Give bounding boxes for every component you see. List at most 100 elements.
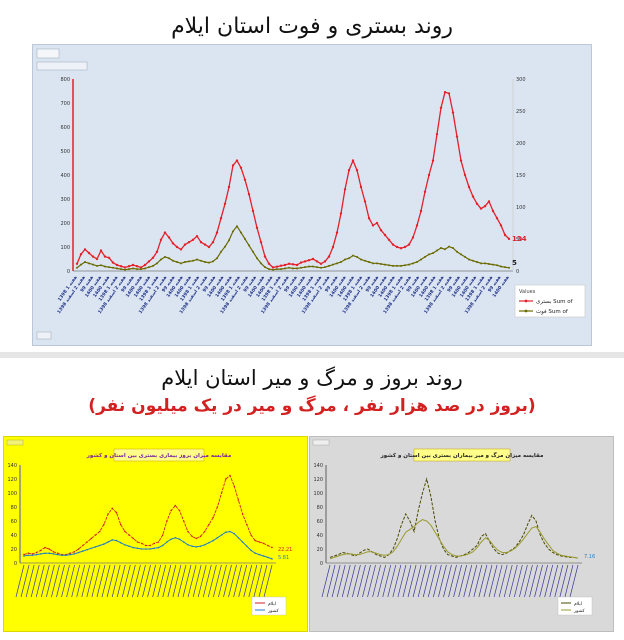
x-tick-mark	[101, 564, 111, 598]
ilam-incidence-line-point	[149, 544, 151, 547]
hosp-series-line-point	[127, 265, 131, 268]
death-series-line-point	[312, 265, 314, 268]
ilam-mortality-line	[329, 477, 579, 559]
x-tick-mark	[377, 564, 387, 598]
hosp-series-line-point	[331, 245, 335, 249]
death-series-line-point	[304, 266, 306, 269]
x-tick-mark	[243, 564, 253, 598]
death-series-line-point	[216, 257, 218, 260]
death-series-line-point	[356, 255, 358, 258]
hosp-series-line-point	[299, 261, 303, 264]
death-series-line-point	[236, 225, 238, 228]
country-incidence-line-point	[153, 547, 156, 550]
country-incidence-line-point	[224, 531, 227, 533]
hosp-series-line-point	[147, 260, 151, 263]
hosp-series-line-point	[371, 224, 375, 227]
incidence-chart-title-box	[113, 448, 205, 462]
x-tick-mark	[478, 564, 488, 598]
ilam-incidence-line-point	[107, 513, 109, 515]
x-tick-mark	[192, 564, 202, 598]
country-incidence-line-point	[220, 534, 223, 536]
ilam-incidence-line-point	[262, 542, 265, 545]
country-incidence-line-point	[119, 541, 122, 544]
country-incidence-line-point	[245, 545, 248, 547]
hosp-series-line-point	[215, 231, 219, 234]
y-tick-label: 20	[317, 547, 323, 553]
incidence-end-label-country: 5.81	[278, 555, 289, 561]
hosp-series-line-point	[171, 242, 175, 245]
x-tick-mark	[157, 564, 167, 598]
x-tick-mark	[443, 564, 452, 598]
hosp-series-line-point	[363, 200, 367, 203]
x-tick-mark	[258, 564, 268, 598]
y2-tick-label: 100	[516, 205, 526, 211]
ilam-incidence-line-point	[258, 541, 261, 543]
hosp-series-line-point	[159, 238, 163, 241]
legend-header: Values	[519, 289, 536, 295]
x-tick-mark	[167, 564, 177, 598]
y-tick-label: 40	[317, 533, 323, 539]
country-incidence-line-point	[31, 554, 34, 557]
ilam-incidence-line-point	[44, 546, 46, 549]
ilam-incidence-line-point	[254, 539, 256, 542]
death-series-line-point	[84, 261, 86, 264]
ilam-incidence-line-point	[161, 534, 164, 536]
ilam-incidence-line-point	[77, 548, 80, 550]
x-tick-mark	[503, 564, 513, 598]
ilam-incidence-line-point	[103, 523, 105, 526]
death-series-line-point	[468, 258, 470, 261]
ilam-incidence-line-point	[145, 544, 147, 547]
hosp-series-line-point	[119, 265, 123, 268]
country-incidence-line-point	[90, 547, 93, 550]
y-tick-label: 0	[14, 561, 17, 567]
ilam-incidence-line-point	[111, 507, 114, 510]
country-incidence-line-point	[237, 537, 240, 539]
x-tick-mark	[483, 564, 493, 598]
ilam-incidence-line-point	[90, 537, 93, 540]
x-tick-mark	[534, 564, 543, 598]
death-series-line-point	[224, 245, 226, 248]
hosp-series-line-point	[91, 255, 95, 258]
country-incidence-line-point	[140, 548, 143, 550]
x-tick-mark	[51, 564, 60, 598]
y2-tick-label: 250	[516, 109, 526, 115]
death-series-line-point	[284, 267, 286, 270]
country-incidence-line-point	[199, 545, 202, 547]
y-tick-label: 700	[60, 101, 70, 107]
death-series-line-point	[500, 265, 502, 268]
country-incidence-line-point	[40, 553, 42, 555]
death-series-line-point	[228, 239, 230, 242]
bottom-title: روند بروز و مرگ و میر استان ایلام	[161, 366, 463, 390]
y-tick-label: 120	[7, 477, 17, 483]
ilam-incidence-line-point	[233, 485, 235, 487]
ilam-incidence-line-point	[187, 530, 189, 533]
hosp-series-line-point	[227, 185, 231, 189]
top-title: روند بستری و فوت استان ایلام	[171, 14, 453, 39]
bottom-subtitle: (بروز در صد هزار نفر ، مرگ و میر در یک م…	[88, 396, 536, 416]
ilam-incidence-line-point	[224, 478, 227, 480]
ilam-incidence-line-point	[40, 549, 42, 552]
death-series-line-point	[380, 262, 382, 265]
hosp-series-line-point	[475, 202, 479, 205]
ilam-incidence-line-point	[86, 541, 88, 543]
death-series-line-point	[164, 255, 166, 258]
death-series-line-point	[128, 268, 130, 271]
y-tick-label: 200	[60, 221, 70, 227]
incidence-chart-panel: مقایسه میزان بروز بیماری بستری بین استان…	[3, 436, 308, 632]
x-tick-mark	[341, 564, 351, 598]
hosp-series-line-point	[231, 164, 235, 167]
death-series-line-point	[212, 260, 214, 263]
x-tick-mark	[326, 564, 336, 598]
country-incidence-line-point	[174, 537, 177, 539]
country-incidence-line-point	[258, 553, 261, 556]
ilam-incidence-line-point	[35, 551, 38, 554]
x-tick-mark	[427, 564, 437, 598]
country-incidence-line-point	[262, 555, 265, 557]
x-tick-mark	[172, 564, 182, 598]
y2-tick-label: 50	[516, 237, 522, 243]
death-series-line-point	[368, 261, 370, 264]
country-incidence-line-point	[69, 553, 72, 556]
hosp-series-line-point	[163, 231, 167, 234]
x-tick-mark	[147, 564, 156, 598]
death-series-line-point	[424, 255, 426, 258]
